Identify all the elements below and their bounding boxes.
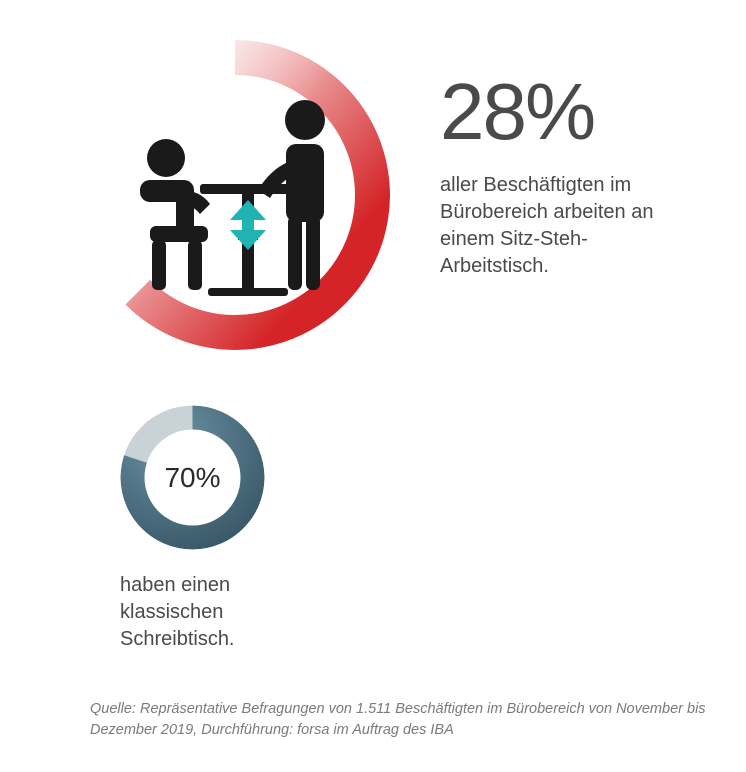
main-description: aller Beschäftigten im Bürobereich arbei… xyxy=(440,172,670,280)
main-row: 28% aller Beschäftigten im Bürobereich a… xyxy=(80,40,706,350)
source-footer: Quelle: Repräsentative Befragungen von 1… xyxy=(90,699,706,740)
small-percent: 70% xyxy=(120,405,265,550)
classic-desk-donut: 70% xyxy=(120,405,265,550)
classic-desk-block: 70% haben einen klassischen Schreibtisch… xyxy=(120,405,320,653)
small-description: haben einen klassischen Schreibtisch. xyxy=(120,572,320,653)
main-text-block: 28% aller Beschäftigten im Bürobereich a… xyxy=(440,40,670,280)
main-percent: 28% xyxy=(440,72,670,152)
sit-stand-donut xyxy=(80,40,390,350)
